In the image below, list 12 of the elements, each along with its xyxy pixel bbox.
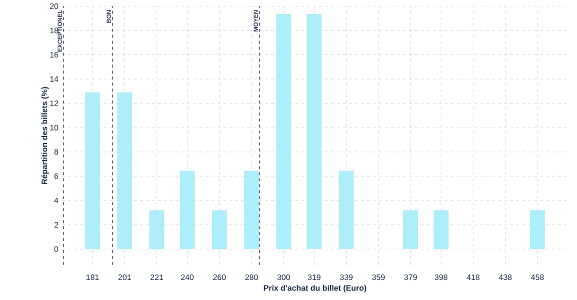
bar [276,14,292,250]
bar [403,210,418,250]
bar [338,170,354,250]
bar [434,210,449,250]
bar [180,170,195,250]
bar [244,170,260,250]
bar [117,92,132,250]
bar [306,14,322,250]
bar [212,210,227,250]
bar [530,210,545,250]
bar [85,92,100,250]
bar [149,210,164,250]
